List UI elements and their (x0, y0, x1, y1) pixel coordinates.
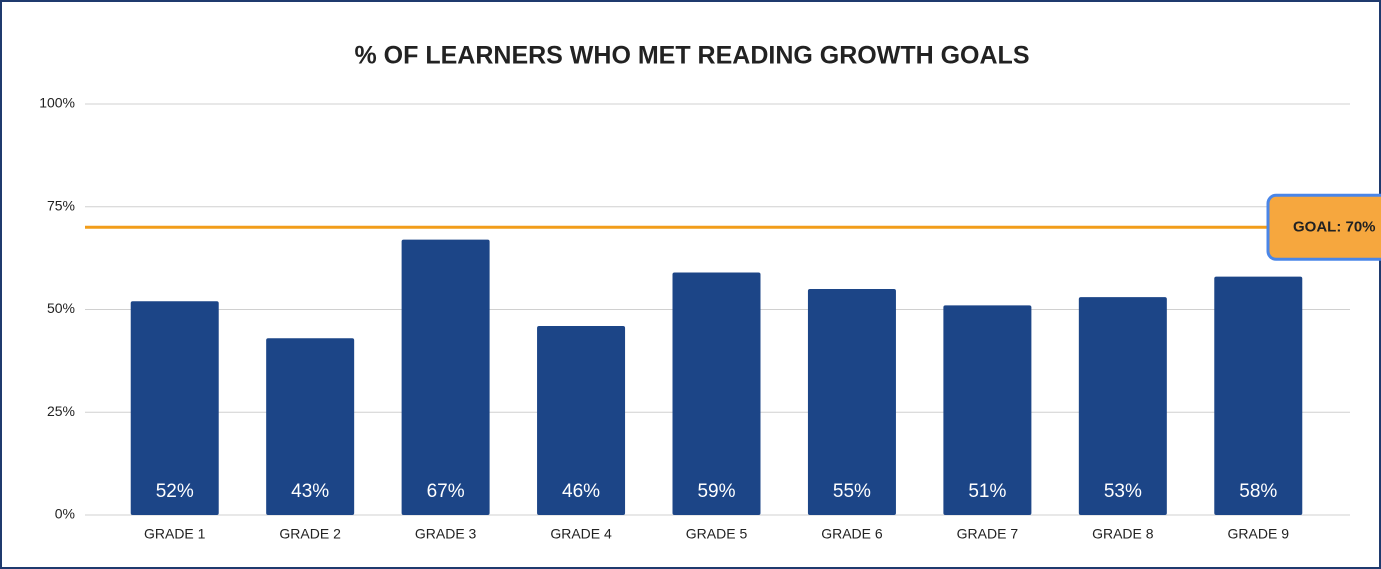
y-tick-label: 25% (47, 403, 75, 419)
goal-callout (1266, 193, 1381, 261)
data-label: 46% (562, 481, 600, 502)
y-tick-label: 0% (55, 506, 75, 522)
x-tick-label: GRADE 6 (821, 526, 883, 542)
y-tick-label: 50% (47, 300, 75, 316)
x-tick-label: GRADE 8 (1092, 526, 1154, 542)
y-tick-label: 75% (47, 197, 75, 213)
bar (537, 325, 626, 515)
bar (266, 338, 355, 515)
x-tick-label: GRADE 4 (550, 526, 612, 542)
bar (1078, 297, 1167, 515)
x-tick-label: GRADE 1 (144, 526, 206, 542)
data-label: 58% (1239, 481, 1277, 502)
data-label: 51% (968, 481, 1006, 502)
bar (943, 305, 1032, 515)
x-tick-label: GRADE 3 (415, 526, 477, 542)
data-label: 55% (833, 481, 871, 502)
goal-label: GOAL: 70% (1293, 218, 1376, 235)
x-tick-label: GRADE 7 (957, 526, 1019, 542)
bar (130, 301, 219, 515)
x-tick-label: GRADE 2 (279, 526, 341, 542)
x-tick-label: GRADE 5 (686, 526, 748, 542)
x-tick-label: GRADE 9 (1228, 526, 1290, 542)
data-label: 53% (1104, 481, 1142, 502)
data-label: 59% (697, 481, 735, 502)
data-label: 43% (291, 481, 329, 502)
y-tick-label: 100% (39, 95, 75, 111)
data-label: 52% (156, 481, 194, 502)
bar (672, 272, 761, 515)
bar (1214, 276, 1303, 515)
chart-title: % OF LEARNERS WHO MET READING GROWTH GOA… (355, 42, 1030, 70)
bar (807, 288, 896, 515)
bar (401, 239, 490, 515)
data-label: 67% (427, 481, 465, 502)
